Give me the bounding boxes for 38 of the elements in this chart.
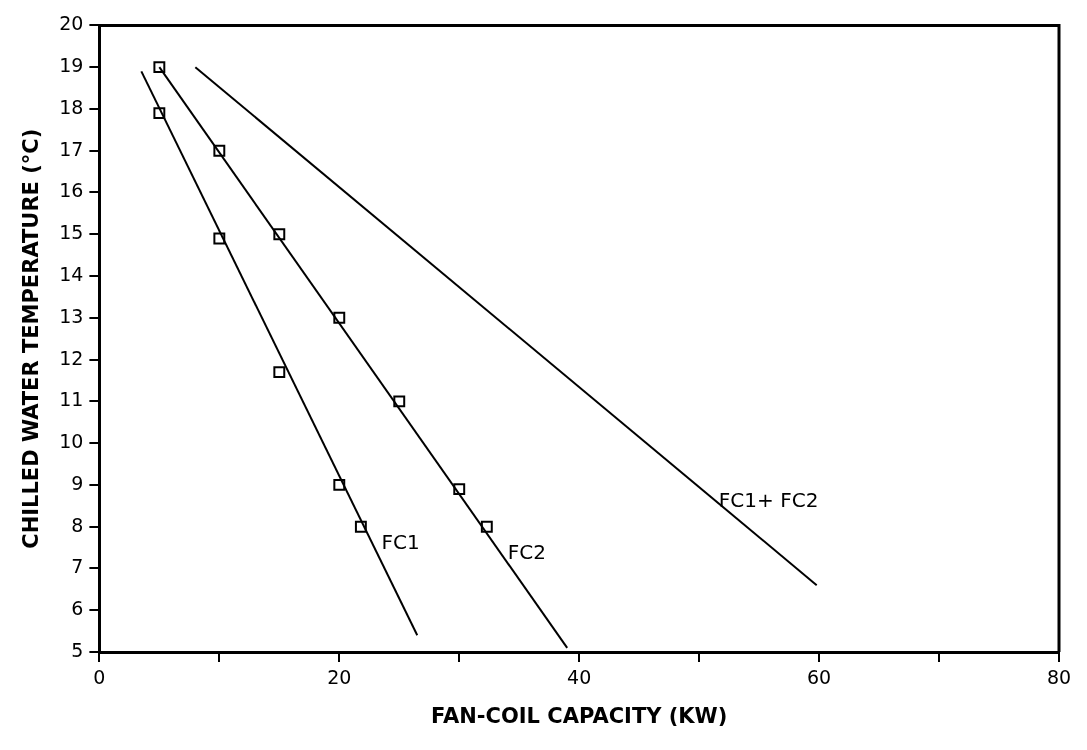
point — [213, 144, 226, 157]
y-tick-label: 10 — [59, 430, 84, 453]
point — [273, 228, 286, 241]
point — [354, 520, 367, 533]
point — [393, 395, 406, 408]
x-tick-label: 20 — [327, 666, 352, 689]
y-tick-label: 11 — [59, 388, 84, 411]
series-label: FC1+ FC2 — [718, 488, 819, 513]
point — [153, 61, 166, 74]
point — [153, 107, 166, 120]
y-tick-label: 17 — [59, 137, 84, 160]
y-tick-label: 12 — [59, 346, 84, 369]
y-tick-label: 9 — [71, 471, 84, 494]
y-tick-label: 15 — [59, 221, 84, 244]
point — [213, 232, 226, 245]
point — [333, 478, 346, 491]
x-tick-label: 40 — [567, 666, 592, 689]
y-tick-label: 18 — [59, 95, 84, 118]
x-axis-title: FAN-COIL CAPACITY (KW) — [431, 703, 728, 728]
point — [480, 520, 493, 533]
x-tick-label: 80 — [1046, 666, 1072, 689]
y-tick-label: 13 — [59, 304, 84, 327]
y-tick-label: 8 — [71, 513, 84, 536]
y-tick-label: 20 — [59, 12, 84, 35]
y-tick-label: 5 — [71, 638, 84, 661]
y-tick-label: 6 — [71, 597, 84, 620]
point — [453, 483, 466, 496]
y-tick-label: 16 — [59, 179, 84, 202]
y-tick-label: 19 — [59, 54, 84, 77]
x-tick-label: 0 — [93, 666, 106, 689]
series-label: FC2 — [507, 539, 546, 564]
y-tick-label: 14 — [59, 262, 84, 285]
x-tick-label: 60 — [807, 666, 832, 689]
point — [333, 311, 346, 324]
y-tick-label: 7 — [71, 555, 84, 578]
series-label: FC1 — [381, 529, 420, 554]
y-axis-title: CHILLED WATER TEMPERATURE (°C) — [19, 128, 44, 549]
point — [273, 366, 286, 379]
